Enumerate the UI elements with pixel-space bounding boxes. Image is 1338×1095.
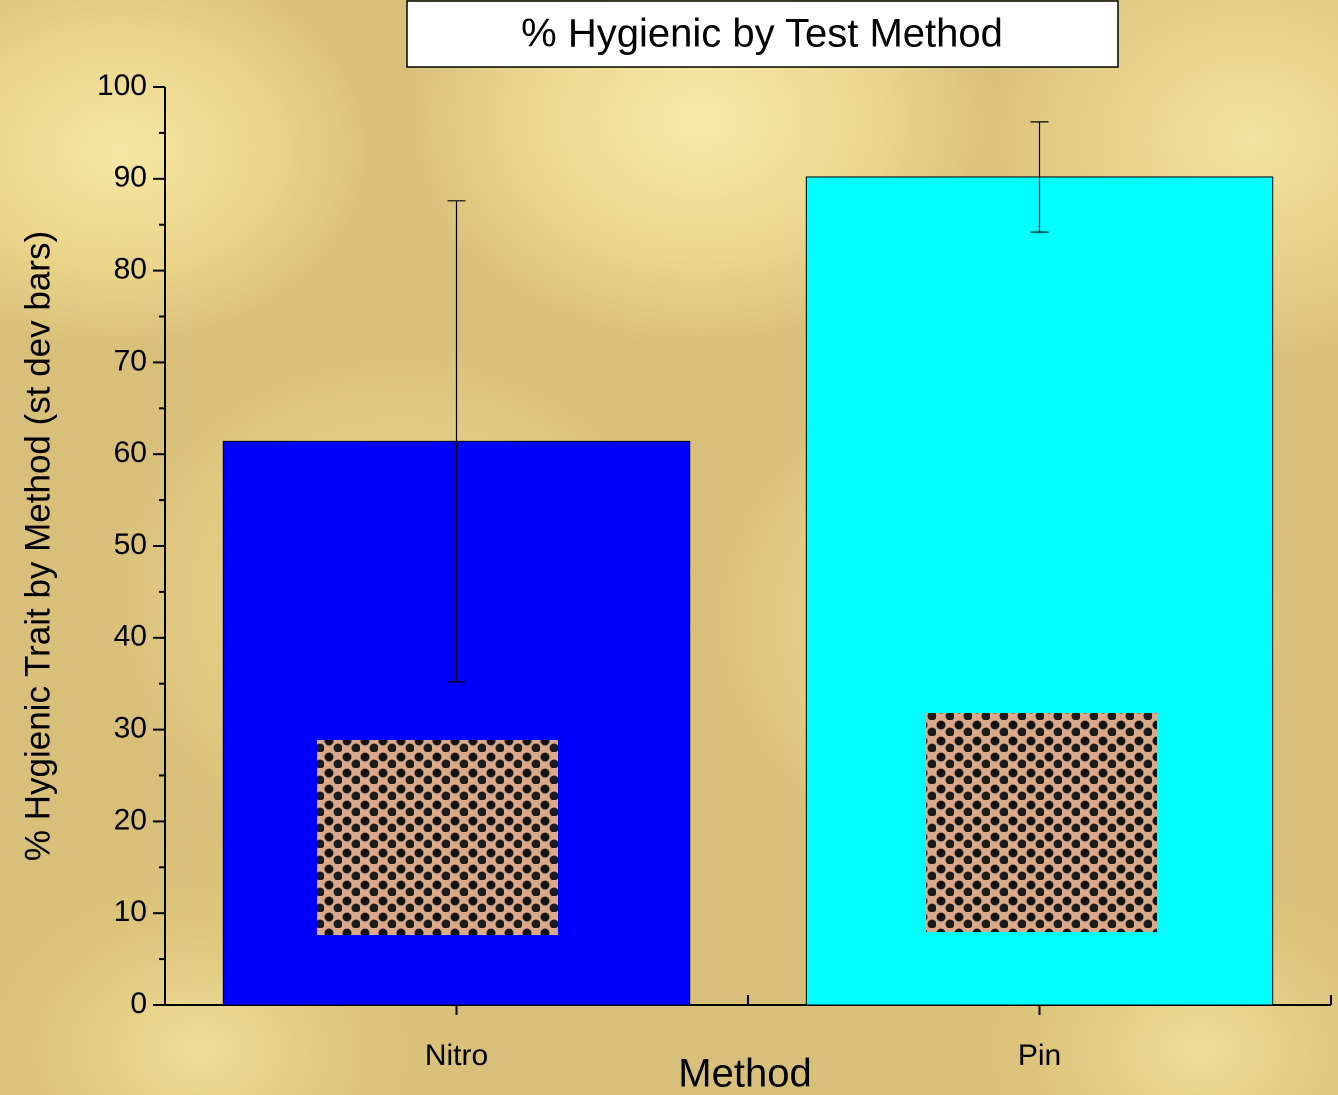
y-tick-label: 50 — [114, 528, 147, 561]
y-tick-label: 90 — [114, 161, 147, 194]
x-tick-label: Pin — [1018, 1039, 1061, 1072]
y-tick-label: 70 — [114, 344, 147, 377]
y-tick-label: 20 — [114, 803, 147, 836]
y-axis-label: % Hygienic Trait by Method (st dev bars) — [18, 231, 57, 861]
y-tick-label: 40 — [114, 620, 147, 653]
y-tick-label: 30 — [114, 712, 147, 745]
y-tick-label: 10 — [114, 895, 147, 928]
inset-photo — [317, 740, 558, 935]
inset-photo — [926, 713, 1157, 932]
x-tick-label: Nitro — [425, 1039, 488, 1072]
y-tick-label: 60 — [114, 436, 147, 469]
title-box — [406, 0, 1119, 68]
y-tick-label: 0 — [130, 987, 147, 1020]
y-tick-label: 100 — [97, 69, 147, 102]
chart-title: % Hygienic by Test Method — [521, 12, 1003, 56]
y-tick-label: 80 — [114, 253, 147, 286]
x-axis-label: Method — [678, 1052, 811, 1095]
